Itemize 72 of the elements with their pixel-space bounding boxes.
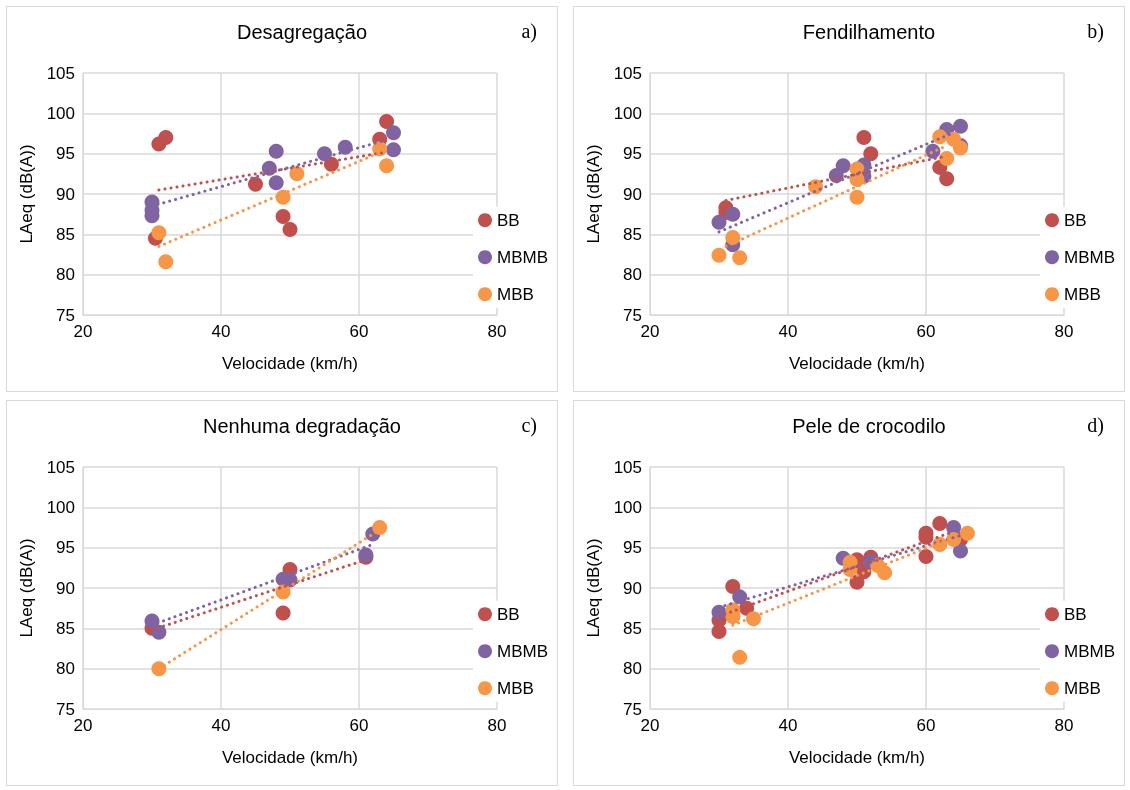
x-tick-label: 40	[778, 716, 798, 735]
y-tick-label: 75	[623, 699, 642, 719]
y-tick-label: 85	[623, 224, 642, 244]
y-tick-label: 95	[623, 144, 642, 164]
legend-label: MBB	[1064, 284, 1101, 304]
y-tick-label: 75	[56, 699, 75, 719]
y-tick-label: 100	[46, 497, 75, 517]
x-tick-label: 20	[73, 716, 93, 735]
y-tick-label: 100	[613, 103, 642, 123]
x-tick-label: 60	[349, 322, 369, 341]
y-tick-label: 95	[56, 538, 75, 558]
y-axis-title: LAeq (dB(A))	[17, 538, 36, 638]
legend-label: MBMB	[1064, 247, 1115, 267]
y-tick-label: 90	[623, 184, 642, 204]
y-tick-label: 105	[46, 457, 75, 477]
x-axis-title: Velocidade (km/h)	[221, 748, 359, 767]
x-tick-label: 20	[640, 716, 660, 735]
chart-title: Desagregação	[236, 21, 368, 43]
legend-label: BB	[497, 604, 520, 624]
y-tick-label: 80	[623, 265, 642, 285]
x-tick-label: 60	[916, 322, 936, 341]
y-tick-label: 85	[623, 618, 642, 638]
y-tick-label: 100	[613, 497, 642, 517]
y-tick-label: 105	[613, 457, 642, 477]
legend-label: MBB	[497, 678, 534, 698]
x-tick-label: 80	[1054, 322, 1074, 341]
y-tick-label: 100	[46, 103, 75, 123]
legend-label: MBB	[1064, 678, 1101, 698]
y-tick-label: 105	[46, 63, 75, 83]
y-tick-label: 90	[623, 578, 642, 598]
y-tick-label: 95	[623, 538, 642, 558]
x-tick-label: 40	[778, 322, 798, 341]
legend-label: MBMB	[497, 641, 548, 661]
chart-title: Fendilhamento	[802, 21, 936, 43]
legend-label: BB	[1064, 604, 1087, 624]
chart-title: Nenhuma degradação	[203, 415, 401, 437]
y-tick-label: 85	[56, 224, 75, 244]
legend-label: MBMB	[497, 247, 548, 267]
x-tick-label: 20	[640, 322, 660, 341]
legend-label: BB	[1064, 210, 1087, 230]
text: d)	[1087, 414, 1105, 437]
x-tick-label: 60	[349, 716, 369, 735]
y-tick-label: 80	[56, 265, 75, 285]
y-tick-label: 90	[56, 184, 75, 204]
text: a)	[521, 20, 538, 43]
x-axis-title: Velocidade (km/h)	[788, 354, 926, 373]
x-tick-label: 40	[211, 322, 231, 341]
y-tick-label: 75	[623, 305, 642, 325]
x-tick-label: 80	[1054, 716, 1074, 735]
y-tick-label: 105	[613, 63, 642, 83]
x-tick-label: 40	[211, 716, 231, 735]
legend-label: BB	[497, 210, 520, 230]
y-tick-label: 90	[56, 578, 75, 598]
legend-label: MBMB	[1064, 641, 1115, 661]
y-tick-label: 85	[56, 618, 75, 638]
y-tick-label: 75	[56, 305, 75, 325]
text: c)	[521, 414, 538, 437]
x-tick-label: 60	[916, 716, 936, 735]
chart-title: Pele de crocodilo	[792, 415, 946, 437]
x-tick-label: 80	[487, 322, 507, 341]
x-tick-label: 80	[487, 716, 507, 735]
y-axis-title: LAeq (dB(A))	[584, 538, 603, 638]
y-axis-title: LAeq (dB(A))	[584, 144, 603, 244]
y-tick-label: 80	[623, 659, 642, 679]
x-axis-title: Velocidade (km/h)	[221, 354, 359, 373]
y-axis-title: LAeq (dB(A))	[17, 144, 36, 244]
text: b)	[1087, 20, 1105, 43]
x-axis-title: Velocidade (km/h)	[788, 748, 926, 767]
legend-label: MBB	[497, 284, 534, 304]
x-tick-label: 20	[73, 322, 93, 341]
y-tick-label: 95	[56, 144, 75, 164]
y-tick-label: 80	[56, 659, 75, 679]
